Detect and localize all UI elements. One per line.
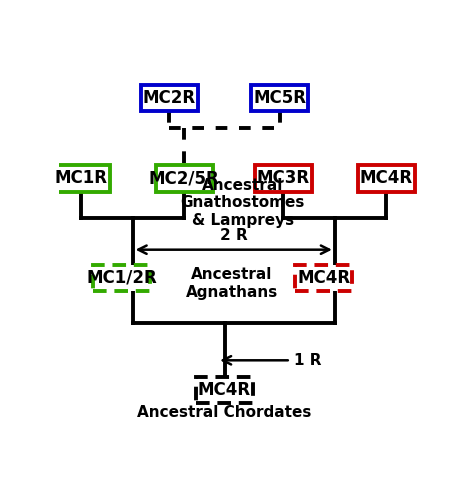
Text: Ancestral Chordates: Ancestral Chordates	[137, 405, 312, 420]
Text: MC2R: MC2R	[143, 89, 196, 107]
Text: MC1/2R: MC1/2R	[86, 269, 157, 287]
Bar	[141, 85, 198, 111]
Bar	[155, 165, 213, 191]
Text: MC5R: MC5R	[253, 89, 306, 107]
Text: MC1R: MC1R	[55, 169, 108, 187]
Text: 1 R: 1 R	[294, 353, 322, 368]
Text: Ancestral
Gnathostomes
& Lampreys: Ancestral Gnathostomes & Lampreys	[181, 178, 305, 228]
Text: MC3R: MC3R	[257, 169, 310, 187]
Text: MC4R: MC4R	[198, 381, 251, 399]
Bar	[196, 377, 253, 403]
Text: MC4R: MC4R	[360, 169, 413, 187]
Bar	[255, 165, 312, 191]
Bar	[53, 165, 110, 191]
Text: MC2/5R: MC2/5R	[149, 169, 219, 187]
Text: 2 R: 2 R	[220, 228, 247, 243]
Text: MC4R: MC4R	[297, 269, 350, 287]
Text: Ancestral
Agnathans: Ancestral Agnathans	[186, 267, 278, 300]
Bar	[251, 85, 308, 111]
Bar	[93, 264, 150, 291]
Bar	[295, 264, 352, 291]
Bar	[358, 165, 415, 191]
